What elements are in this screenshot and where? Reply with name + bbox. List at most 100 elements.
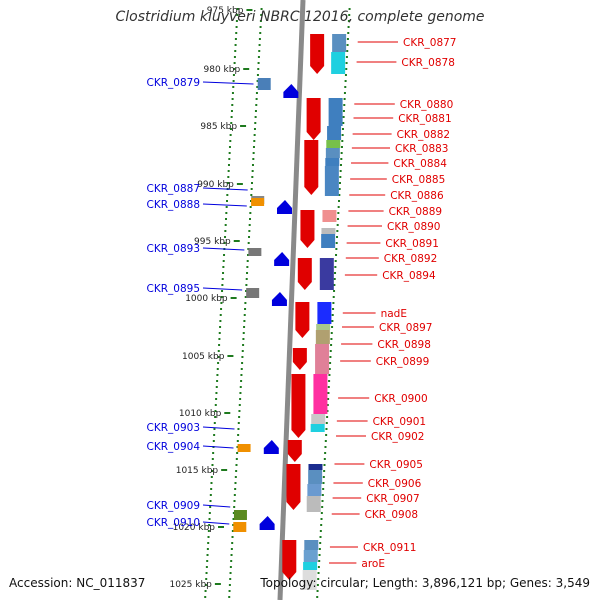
gene-label[interactable]: CKR_0909: [147, 500, 200, 512]
gene-label[interactable]: CKR_0880: [400, 99, 453, 111]
guide-dot: [319, 530, 322, 532]
guide-dot: [226, 194, 229, 196]
guide-dot: [229, 140, 232, 142]
guide-dot: [237, 428, 240, 430]
guide-dot: [333, 290, 336, 292]
guide-dot: [325, 428, 328, 430]
guide-dot: [233, 494, 236, 496]
guide-dot: [257, 56, 260, 58]
guide-dot: [221, 284, 224, 286]
guide-dot: [335, 254, 338, 256]
guide-dot: [260, 14, 263, 16]
guide-dot: [238, 404, 241, 406]
guide-dot: [230, 110, 233, 112]
gene-label[interactable]: CKR_0885: [392, 174, 445, 186]
gene-label[interactable]: CKR_0906: [368, 478, 422, 490]
gene-label[interactable]: CKR_0894: [382, 270, 436, 282]
guide-dot: [217, 362, 220, 364]
gene-label[interactable]: CKR_0905: [369, 459, 422, 471]
gene-label[interactable]: CKR_0879: [147, 77, 200, 89]
ruler-label: 1005 kbp: [182, 352, 225, 362]
gene-label[interactable]: CKR_0901: [373, 416, 426, 428]
gene-label[interactable]: CKR_0902: [371, 431, 424, 443]
guide-dot: [334, 272, 337, 274]
gene-label[interactable]: CKR_0883: [395, 143, 448, 155]
guide-dot: [346, 44, 349, 46]
guide-dot: [321, 494, 324, 496]
guide-dot: [332, 302, 335, 304]
guide-dot: [218, 338, 221, 340]
gene-label[interactable]: CKR_0907: [366, 493, 419, 505]
gene-label[interactable]: CKR_0904: [147, 441, 201, 453]
guide-dot: [256, 86, 259, 88]
guide-dot: [250, 200, 252, 202]
gene-label[interactable]: CKR_0878: [401, 57, 454, 69]
gene-label[interactable]: CKR_0910: [147, 517, 200, 529]
left-gene-labels: CKR_0879 CKR_0887 CKR_0888 CKR_0893 CKR_0895…: [147, 77, 254, 529]
forward-gene-arrow: [295, 302, 310, 338]
guide-dot: [215, 398, 218, 400]
guide-dot: [238, 416, 241, 418]
guide-dot: [254, 110, 257, 112]
gene-block: [313, 374, 328, 414]
guide-dot: [235, 26, 238, 28]
reverse-gene-arrow: [274, 252, 290, 266]
guide-dot: [245, 290, 248, 292]
guide-dot: [320, 512, 323, 514]
guide-dot: [326, 404, 329, 406]
guide-dot: [317, 578, 320, 580]
gene-label[interactable]: CKR_0911: [363, 542, 416, 554]
gene-label[interactable]: CKR_0891: [385, 238, 438, 250]
guide-dot: [239, 386, 242, 388]
guide-dot: [319, 542, 322, 544]
guide-dot: [250, 182, 253, 184]
gene-label[interactable]: CKR_0884: [393, 158, 447, 170]
gene-label[interactable]: CKR_0893: [147, 243, 200, 255]
gene-label[interactable]: nadE: [381, 308, 407, 320]
label-leader: [202, 203, 247, 207]
gene-label[interactable]: CKR_0908: [365, 509, 418, 521]
ruler-label: 1025 kbp: [169, 580, 212, 590]
guide-dot: [252, 146, 255, 148]
guide-dot: [249, 206, 252, 208]
gene-label[interactable]: CKR_0895: [147, 283, 200, 295]
guide-dot: [231, 92, 234, 94]
guide-dot: [253, 140, 256, 142]
gene-label[interactable]: CKR_0887: [147, 183, 200, 195]
gene-label[interactable]: CKR_0897: [379, 322, 432, 334]
guide-dot: [228, 596, 231, 598]
guide-dot: [218, 344, 221, 346]
gene-label[interactable]: CKR_0881: [398, 113, 451, 125]
gene-label[interactable]: CKR_0899: [376, 356, 429, 368]
gene-label[interactable]: CKR_0877: [403, 37, 456, 49]
guide-dot: [229, 566, 232, 568]
gene-block: [303, 562, 318, 570]
gene-block: [246, 288, 260, 298]
gene-label[interactable]: CKR_0903: [147, 422, 200, 434]
guide-dot: [240, 374, 243, 376]
gene-label[interactable]: CKR_0890: [387, 221, 440, 233]
guide-dot: [348, 8, 351, 10]
gene-label[interactable]: CKR_0898: [377, 339, 430, 351]
guide-dot: [333, 278, 336, 280]
guide-dot: [228, 158, 231, 160]
gene-label[interactable]: CKR_0888: [147, 199, 200, 211]
guide-dot: [318, 560, 321, 562]
guide-dot: [255, 92, 258, 94]
guide-dot: [233, 506, 236, 508]
gene-label[interactable]: CKR_0900: [374, 393, 427, 405]
gene-label[interactable]: CKR_0892: [384, 253, 437, 265]
gene-label[interactable]: aroE: [361, 558, 385, 570]
guide-dot: [235, 32, 238, 34]
guide-dot: [338, 188, 341, 190]
gene-block: [302, 570, 317, 590]
guide-dot: [330, 344, 333, 346]
guide-dot: [210, 482, 213, 484]
dotted-guide-lines: [204, 8, 351, 598]
gene-label[interactable]: CKR_0889: [389, 206, 442, 218]
label-leader: [202, 521, 230, 525]
guide-dot: [243, 320, 246, 322]
gene-label[interactable]: CKR_0886: [390, 190, 444, 202]
gene-label[interactable]: CKR_0882: [397, 129, 450, 141]
gene-block: [308, 464, 323, 470]
